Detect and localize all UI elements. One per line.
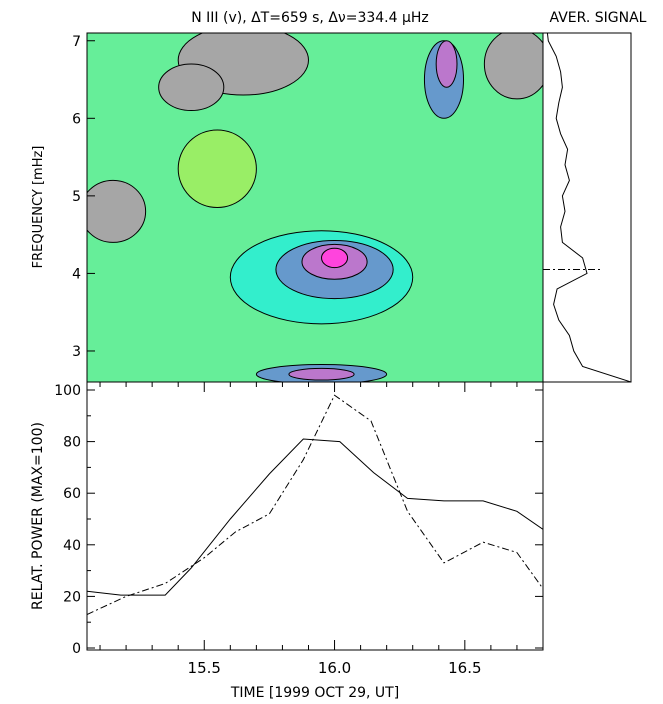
- power-ytick-label-1: 20: [63, 589, 81, 605]
- heatmap-background: [87, 33, 543, 382]
- heatmap-region-12: [288, 367, 355, 381]
- power-ytick-label-2: 40: [63, 538, 81, 554]
- heatmap-ytick-label-3: 6: [72, 111, 81, 127]
- power-lines: [87, 394, 543, 615]
- power-xlabel: TIME [1999 OCT 29, UT]: [230, 685, 399, 701]
- average-signal-profile: [543, 33, 631, 382]
- heatmap-region-4: [177, 129, 257, 209]
- heatmap-ytick-label-0: 3: [72, 344, 81, 360]
- power-axes: 0 20 40 60 80 100 15.5 16.0 16.5: [54, 382, 544, 677]
- power-ytick-label-4: 80: [63, 435, 81, 451]
- heatmap-ytick-label-1: 4: [72, 266, 81, 282]
- power-ytick-label-0: 0: [72, 641, 81, 657]
- side-panel-frame: [542, 32, 632, 383]
- power-series-solid: [87, 438, 543, 596]
- heatmap-region-2: [158, 63, 225, 112]
- average-signal-curve: [546, 33, 631, 382]
- heatmap-region-8: [321, 247, 349, 269]
- heatmap-region-3: [483, 33, 543, 100]
- heatmap-title: N III (v), ΔT=659 s, Δν=334.4 μHz: [191, 10, 429, 26]
- power-xtick-label-2: 16.5: [448, 659, 481, 677]
- power-ytick-label-3: 60: [63, 486, 81, 502]
- power-series-dashdot: [87, 394, 543, 615]
- heatmap-axes: 3 4 5 6 7: [72, 34, 95, 360]
- heatmap-region-1: [87, 179, 147, 243]
- power-xtick-label-1: 16.0: [318, 659, 351, 677]
- power-plot-frame: [86, 381, 544, 651]
- heatmap-ytick-label-2: 5: [72, 189, 81, 205]
- power-ylabel: RELAT. POWER (MAX=100): [30, 422, 46, 610]
- power-xtick-label-0: 15.5: [188, 659, 221, 677]
- heatmap-ytick-label-4: 7: [72, 34, 81, 50]
- heatmap-region-10: [435, 40, 458, 88]
- heatmap-ylabel: FREQUENCY [mHz]: [31, 146, 46, 269]
- frequency-heatmap: [87, 33, 543, 382]
- side-panel-title: AVER. SIGNAL: [550, 10, 647, 26]
- power-ytick-label-5: 100: [54, 383, 81, 399]
